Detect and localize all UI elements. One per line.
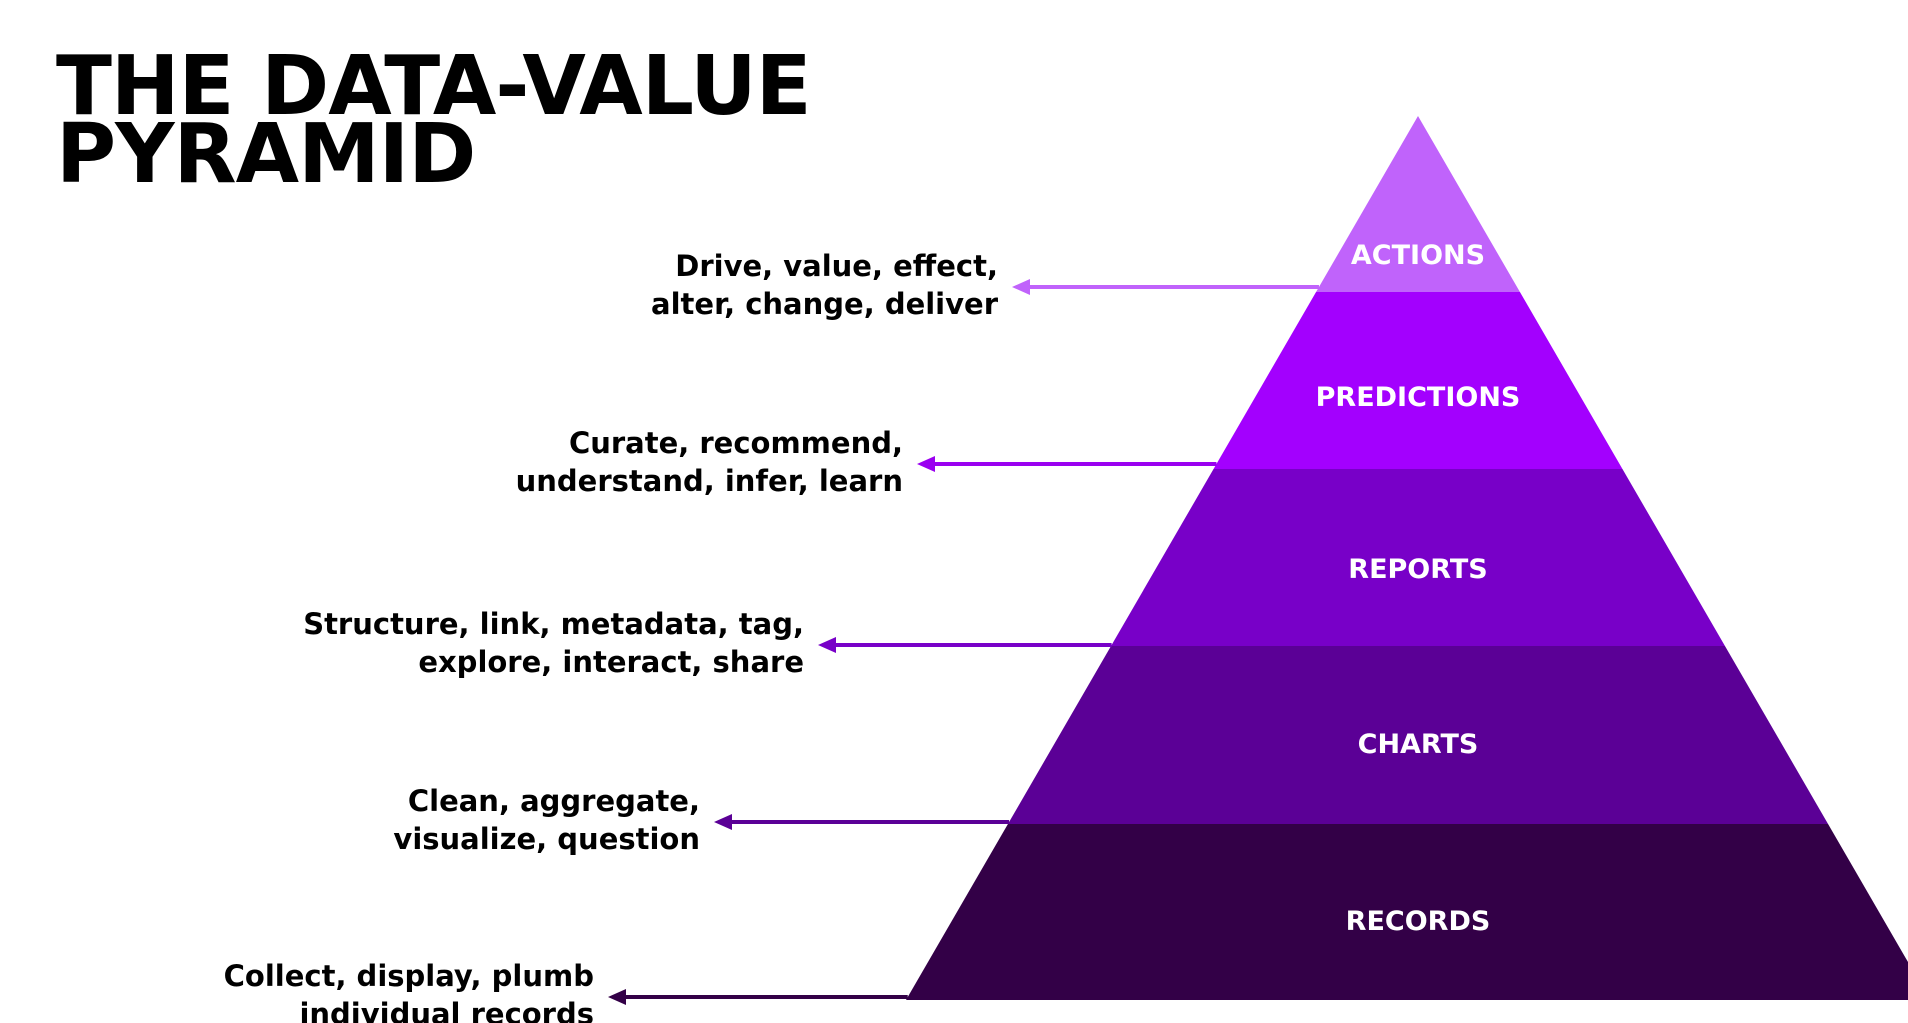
- description-actions: Drive, value, effect, alter, change, del…: [651, 249, 1319, 321]
- description-line-records-1: Collect, display, plumb: [224, 959, 594, 993]
- arrow-head-charts: [714, 814, 732, 830]
- description-line-reports-2: explore, interact, share: [418, 645, 804, 679]
- description-records: Collect, display, plumb individual recor…: [224, 959, 908, 1023]
- pyramid-shape-predictions: [1213, 292, 1623, 469]
- arrow-head-actions: [1012, 279, 1030, 295]
- pyramid-layer-records: RECORDS: [906, 824, 1908, 1000]
- pyramid-layer-charts: CHARTS: [1007, 646, 1829, 824]
- pyramid-shape-charts: [1007, 646, 1829, 824]
- arrow-head-records: [608, 989, 626, 1005]
- description-predictions: Curate, recommend, understand, infer, le…: [516, 426, 1217, 498]
- description-line-records-2: individual records: [299, 997, 594, 1023]
- layer-label-reports: REPORTS: [1348, 554, 1487, 585]
- arrow-head-reports: [818, 637, 836, 653]
- description-line-reports-1: Structure, link, metadata, tag,: [303, 607, 804, 641]
- layer-label-actions: ACTIONS: [1351, 240, 1485, 271]
- pyramid-shape-actions: [1316, 116, 1520, 292]
- description-reports: Structure, link, metadata, tag, explore,…: [303, 607, 1112, 679]
- description-line-charts-2: visualize, question: [393, 822, 700, 856]
- layer-label-predictions: PREDICTIONS: [1316, 382, 1521, 413]
- title-line-1: THE DATA-VALUE: [56, 39, 811, 134]
- description-line-charts-1: Clean, aggregate,: [408, 784, 700, 818]
- description-line-predictions-2: understand, infer, learn: [516, 464, 903, 498]
- pyramid-shape-records: [906, 824, 1908, 1000]
- title-line-2: PYRAMID: [56, 107, 475, 202]
- layer-label-records: RECORDS: [1346, 906, 1491, 937]
- pyramid-layer-actions: ACTIONS: [1316, 116, 1520, 292]
- description-charts: Clean, aggregate, visualize, question: [393, 784, 1010, 856]
- pyramid-layer-reports: REPORTS: [1111, 469, 1725, 646]
- pyramid-layer-predictions: PREDICTIONS: [1213, 292, 1623, 469]
- pyramid-shape-reports: [1111, 469, 1725, 646]
- description-line-actions-2: alter, change, deliver: [651, 287, 999, 321]
- description-line-predictions-1: Curate, recommend,: [569, 426, 903, 460]
- arrow-head-predictions: [917, 456, 935, 472]
- layer-label-charts: CHARTS: [1358, 729, 1479, 760]
- description-line-actions-1: Drive, value, effect,: [675, 249, 998, 283]
